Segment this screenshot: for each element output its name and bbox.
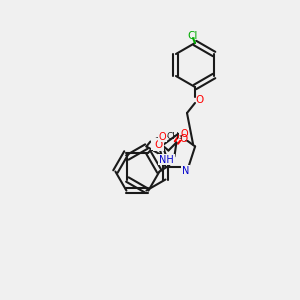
Text: O: O xyxy=(159,131,166,142)
Text: O: O xyxy=(196,95,204,105)
Text: N: N xyxy=(182,166,189,176)
Text: N: N xyxy=(152,140,160,149)
Text: O: O xyxy=(180,129,188,139)
Text: O: O xyxy=(179,134,188,143)
Text: Cl: Cl xyxy=(188,31,198,41)
Text: NH: NH xyxy=(159,154,174,164)
Text: CH₃: CH₃ xyxy=(166,132,183,141)
Text: O: O xyxy=(154,140,163,149)
